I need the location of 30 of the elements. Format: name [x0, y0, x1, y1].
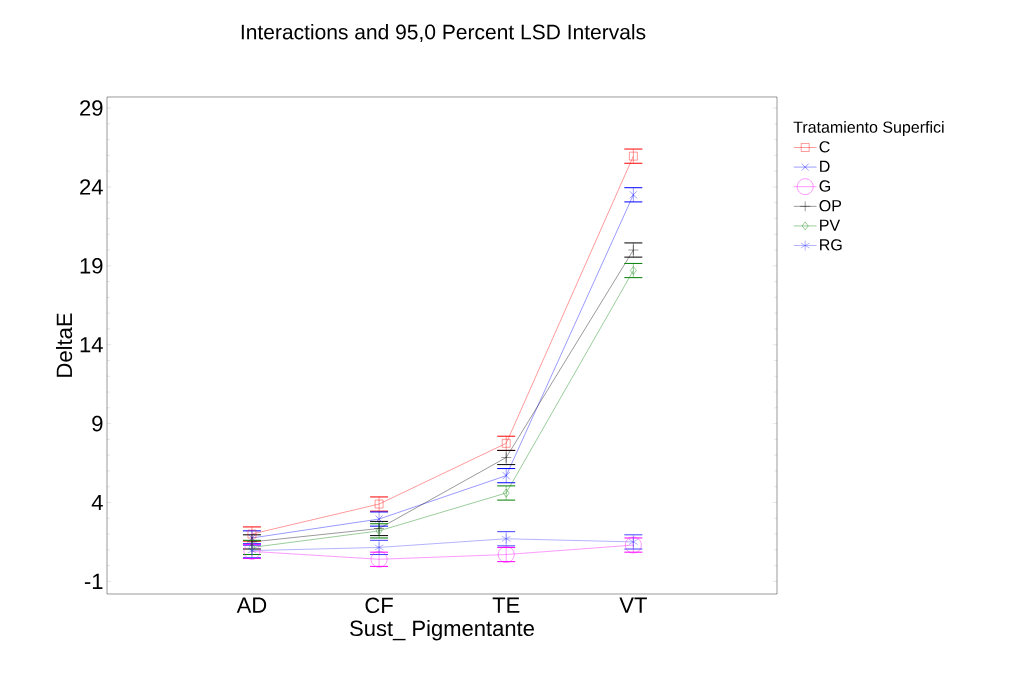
y-tick-label: 4	[91, 494, 103, 511]
legend-label: G	[819, 180, 831, 192]
x-tick-label: AD	[236, 597, 267, 613]
point	[502, 439, 511, 448]
x-tick-label: CF	[365, 597, 393, 614]
point	[374, 499, 384, 509]
y-tick-label: 24	[80, 179, 103, 195]
point	[375, 515, 383, 523]
point	[501, 533, 511, 544]
point	[503, 488, 510, 498]
legend-label: OP	[819, 200, 842, 212]
point	[501, 452, 512, 463]
point	[629, 191, 638, 199]
y-tick-label: -1	[84, 573, 103, 589]
legend-label: RG	[820, 239, 842, 251]
point	[502, 471, 510, 480]
x-tick-label: VT	[619, 597, 647, 613]
chart-title: Interactions and 95,0 Percent LSD Intervals	[241, 24, 646, 42]
x-axis-title: Sust_ Pigmentante	[350, 619, 534, 641]
legend-label: C	[819, 141, 830, 153]
y-axis-title: DeltaE	[55, 313, 73, 377]
y-tick-label: 9	[92, 415, 103, 432]
legend-label: D	[820, 160, 830, 172]
y-tick-label: 14	[80, 337, 103, 353]
point	[374, 542, 384, 553]
legend-label: PV	[820, 219, 841, 231]
y-tick-label: 19	[80, 258, 103, 274]
legend-title: Tratamiento Superfici	[793, 121, 944, 136]
x-tick-label: TE	[492, 597, 520, 613]
y-tick-label: 29	[80, 100, 103, 116]
